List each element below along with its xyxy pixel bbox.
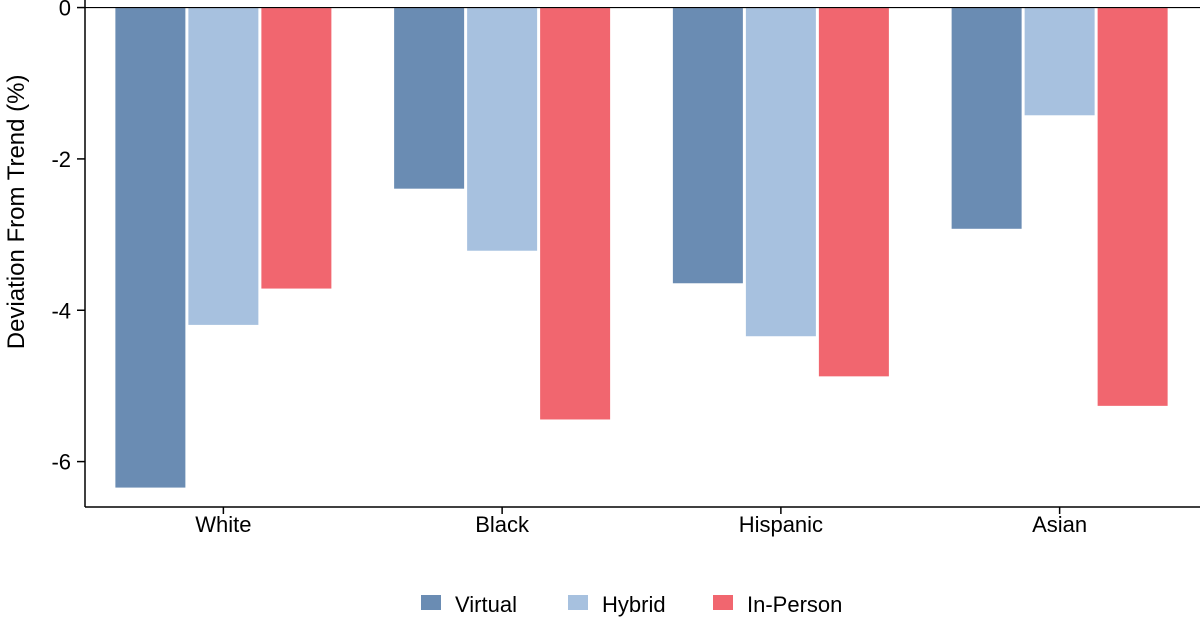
legend-swatch-hybrid: [568, 595, 588, 610]
x-tick-label: Hispanic: [739, 512, 823, 537]
legend-swatch-in-person: [713, 595, 733, 610]
bar-white-virtual: [114, 7, 187, 489]
bar-hispanic-hybrid: [744, 7, 817, 338]
x-tick-label: Black: [475, 512, 530, 537]
x-tick-label: Asian: [1032, 512, 1087, 537]
y-tick-label: -2: [51, 147, 71, 172]
y-tick-label: 0: [59, 0, 71, 21]
y-tick-label: -6: [51, 450, 71, 475]
bar-asian-in-person: [1096, 7, 1169, 407]
y-tick-label: -4: [51, 298, 71, 323]
y-axis-ticks: 0 -2 -4 -6: [51, 0, 85, 475]
bar-black-virtual: [393, 7, 466, 190]
legend: Virtual Hybrid In-Person: [421, 592, 842, 617]
legend-swatch-virtual: [421, 595, 441, 610]
bar-white-hybrid: [187, 7, 260, 326]
bar-black-hybrid: [466, 7, 539, 252]
legend-label-in-person: In-Person: [747, 592, 842, 617]
bar-asian-virtual: [950, 7, 1023, 230]
bar-black-in-person: [539, 7, 612, 421]
bar-hispanic-virtual: [671, 7, 744, 285]
y-axis-title: Deviation From Trend (%): [3, 75, 30, 350]
legend-label-hybrid: Hybrid: [602, 592, 666, 617]
legend-label-virtual: Virtual: [455, 592, 517, 617]
x-axis-ticks: White Black Hispanic Asian: [195, 507, 1087, 537]
bar-hispanic-in-person: [817, 7, 890, 378]
bar-asian-hybrid: [1023, 7, 1096, 117]
bar-white-in-person: [260, 7, 333, 290]
plot-area: [114, 7, 1169, 489]
x-tick-label: White: [195, 512, 251, 537]
